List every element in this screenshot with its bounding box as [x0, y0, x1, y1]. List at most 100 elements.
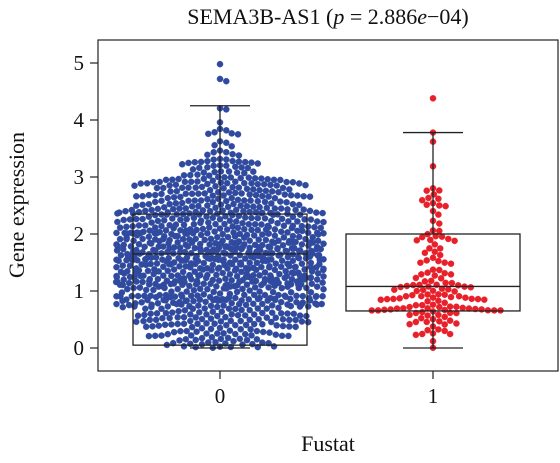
data-point-0 — [187, 332, 195, 339]
data-point-1 — [446, 303, 454, 310]
data-point-0 — [239, 285, 246, 293]
data-point-0 — [245, 220, 253, 228]
data-point-0 — [198, 334, 206, 342]
data-point-0 — [246, 306, 253, 314]
data-point-1 — [424, 326, 431, 334]
data-point-0 — [280, 234, 288, 241]
data-point-0 — [210, 156, 217, 163]
data-point-0 — [268, 188, 276, 195]
data-point-0 — [278, 284, 286, 292]
data-point-0 — [150, 178, 157, 186]
data-point-0 — [312, 293, 320, 300]
data-point-0 — [277, 198, 284, 205]
data-point-0 — [188, 190, 196, 198]
data-point-0 — [214, 303, 221, 311]
data-point-0 — [209, 214, 217, 222]
data-point-0 — [188, 323, 196, 331]
data-point-0 — [286, 186, 293, 193]
data-point-1 — [393, 305, 401, 312]
data-point-1 — [429, 294, 437, 301]
data-point-0 — [178, 301, 185, 308]
data-point-0 — [113, 229, 120, 237]
data-point-0 — [205, 130, 212, 138]
data-point-0 — [232, 189, 239, 197]
data-point-0 — [265, 264, 273, 271]
data-point-0 — [313, 218, 321, 225]
data-point-0 — [198, 325, 206, 332]
data-point-1 — [429, 254, 437, 262]
data-point-0 — [284, 283, 291, 290]
data-point-0 — [170, 266, 178, 273]
data-point-0 — [123, 223, 130, 231]
data-point-0 — [145, 233, 153, 241]
data-point-0 — [255, 236, 262, 243]
data-point-0 — [164, 194, 172, 202]
data-point-0 — [241, 179, 248, 187]
data-point-0 — [160, 184, 167, 192]
data-point-1 — [423, 201, 430, 209]
data-point-0 — [279, 184, 287, 192]
data-point-0 — [304, 318, 312, 326]
data-point-1 — [413, 237, 421, 244]
data-point-0 — [204, 195, 211, 203]
data-point-0 — [283, 178, 290, 186]
data-point-0 — [234, 224, 242, 232]
data-point-0 — [155, 243, 162, 250]
data-point-0 — [275, 304, 282, 312]
data-point-1 — [431, 272, 439, 279]
data-point-1 — [424, 298, 431, 305]
data-point-0 — [254, 180, 262, 188]
data-point-0 — [241, 169, 248, 177]
data-point-0 — [237, 174, 244, 182]
data-point-0 — [299, 292, 307, 300]
data-point-0 — [277, 263, 285, 271]
data-point-0 — [280, 222, 288, 230]
data-point-0 — [142, 261, 150, 269]
data-point-0 — [259, 309, 266, 317]
data-point-0 — [210, 288, 217, 296]
data-point-0 — [183, 215, 190, 223]
y-tick-label: 1 — [74, 279, 85, 303]
data-point-0 — [272, 314, 280, 321]
y-axis: 0 1 2 3 4 5 — [74, 51, 98, 360]
data-point-0 — [243, 336, 251, 344]
data-point-0 — [206, 186, 214, 194]
data-point-1 — [409, 281, 417, 289]
data-point-0 — [298, 318, 306, 325]
data-point-0 — [229, 183, 236, 191]
data-point-0 — [149, 323, 156, 330]
data-point-0 — [229, 211, 236, 219]
data-point-0 — [147, 240, 155, 247]
data-point-1 — [431, 248, 439, 255]
data-point-0 — [227, 317, 235, 325]
data-point-0 — [278, 215, 286, 223]
data-point-0 — [250, 232, 258, 239]
data-point-0 — [258, 281, 265, 289]
data-point-0 — [248, 214, 255, 222]
plot-frame — [97, 39, 559, 372]
data-point-1 — [390, 295, 397, 303]
data-point-0 — [162, 176, 170, 184]
data-point-1 — [381, 306, 388, 314]
data-point-0 — [119, 245, 127, 253]
data-point-0 — [146, 316, 154, 324]
data-point-0 — [246, 316, 253, 324]
data-point-0 — [182, 297, 190, 305]
data-point-0 — [167, 293, 174, 301]
data-point-0 — [173, 187, 181, 195]
data-point-0 — [286, 323, 293, 330]
data-point-0 — [207, 280, 214, 288]
data-point-0 — [207, 302, 215, 310]
data-point-0 — [295, 180, 303, 187]
data-point-1 — [419, 286, 427, 294]
data-point-0 — [275, 188, 282, 196]
data-point-1 — [418, 330, 426, 338]
data-point-0 — [306, 274, 314, 282]
data-point-0 — [175, 307, 182, 315]
data-point-0 — [261, 269, 269, 276]
data-point-0 — [278, 332, 286, 340]
data-point-0 — [217, 179, 225, 186]
data-point-0 — [208, 267, 215, 274]
data-point-0 — [232, 206, 240, 214]
data-point-0 — [153, 230, 160, 237]
